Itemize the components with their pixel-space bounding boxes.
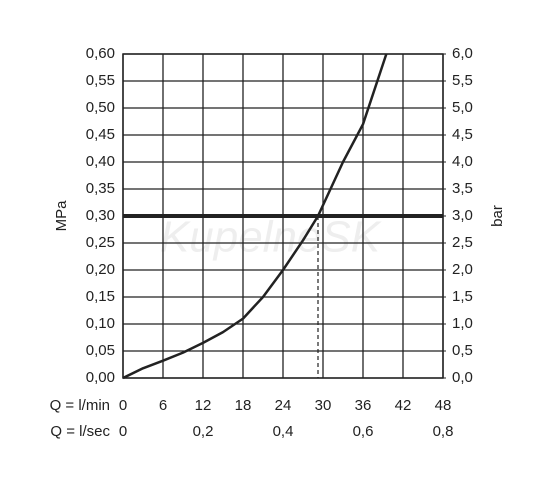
x-tick-label: 24 (275, 397, 292, 414)
x-tick-label: 30 (315, 397, 332, 414)
y-tick-label: 0,25 (86, 234, 115, 251)
y2-tick-label: 6,0 (452, 45, 473, 62)
x2-axis-label: Q = l/sec (50, 423, 110, 440)
y-tick-label: 0,15 (86, 288, 115, 305)
x2-tick-label: 0,2 (193, 423, 214, 440)
x-tick-label: 12 (195, 397, 212, 414)
y2-tick-label: 5,5 (452, 72, 473, 89)
y2-tick-label: 0,0 (452, 369, 473, 386)
y2-tick-label: 3,5 (452, 180, 473, 197)
x2-tick-label: 0,6 (353, 423, 374, 440)
x-tick-label: 42 (395, 397, 412, 414)
x2-tick-label: 0,4 (273, 423, 294, 440)
y-tick-label: 0,35 (86, 180, 115, 197)
y-tick-label: 0,10 (86, 315, 115, 332)
watermark: KupelneSK (160, 213, 382, 262)
y-tick-label: 0,55 (86, 72, 115, 89)
y2-tick-label: 4,5 (452, 126, 473, 143)
y2-axis-label: bar (489, 205, 506, 227)
y2-tick-label: 3,0 (452, 207, 473, 224)
x2-tick-label: 0 (119, 423, 127, 440)
y-tick-label: 0,45 (86, 126, 115, 143)
x-tick-label: 6 (159, 397, 167, 414)
y2-tick-label: 2,0 (452, 261, 473, 278)
y2-tick-label: 2,5 (452, 234, 473, 251)
y-axis-label: MPa (53, 200, 70, 232)
y2-tick-label: 1,5 (452, 288, 473, 305)
x-tick-label: 18 (235, 397, 252, 414)
x-tick-label: 48 (435, 397, 452, 414)
y2-tick-label: 0,5 (452, 342, 473, 359)
y-tick-label: 0,30 (86, 207, 115, 224)
y-tick-label: 0,60 (86, 45, 115, 62)
y-tick-label: 0,20 (86, 261, 115, 278)
y-tick-label: 0,40 (86, 153, 115, 170)
y-tick-label: 0,05 (86, 342, 115, 359)
y2-tick-label: 1,0 (452, 315, 473, 332)
y-tick-label: 0,50 (86, 99, 115, 116)
y2-tick-label: 4,0 (452, 153, 473, 170)
x-tick-label: 36 (355, 397, 372, 414)
x-tick-label: 0 (119, 397, 127, 414)
curve (122, 53, 388, 380)
y-tick-label: 0,00 (86, 369, 115, 386)
x-axis-label: Q = l/min (50, 397, 110, 414)
x2-tick-label: 0,8 (433, 423, 454, 440)
y2-tick-label: 5,0 (452, 99, 473, 116)
